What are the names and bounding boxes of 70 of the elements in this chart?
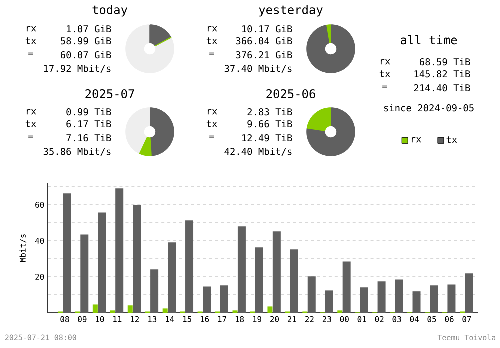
text: 10.17 GiB — [242, 25, 292, 33]
text: tx — [206, 38, 218, 44]
bar — [448, 284, 456, 313]
text: tx — [26, 120, 36, 128]
bar — [186, 220, 194, 313]
bar — [150, 270, 159, 313]
text: 60.07 GiB — [60, 51, 112, 59]
text: tx — [206, 120, 218, 128]
text: rx — [26, 109, 36, 115]
text: = — [382, 86, 388, 89]
bar — [395, 280, 404, 313]
legend-label: tx — [446, 136, 458, 144]
text: = — [210, 136, 214, 139]
bar — [290, 250, 298, 313]
text: 1.07 GiB — [67, 25, 112, 33]
bar — [98, 212, 106, 313]
legend-label: rx — [412, 137, 422, 143]
bar — [220, 286, 228, 313]
bar — [360, 288, 368, 313]
chart-title: 2025-06 — [266, 89, 316, 99]
chart-title: yesterday — [259, 5, 323, 17]
text: 2.83 TiB — [248, 108, 292, 116]
bar — [238, 226, 246, 313]
bar — [268, 306, 273, 313]
bar — [342, 262, 351, 313]
text: 7.16 TiB — [66, 134, 112, 142]
text: 37.40 Mbit/s — [224, 64, 292, 74]
text: rx — [208, 26, 218, 32]
bar — [80, 234, 89, 313]
bar — [272, 232, 281, 313]
text: 145.82 TiB — [414, 70, 470, 78]
bar — [430, 286, 438, 313]
text: 366.04 GiB — [236, 37, 292, 45]
bar — [325, 290, 334, 313]
text: 214.40 TiB — [414, 84, 470, 92]
text: tx — [380, 70, 390, 78]
chart-title: today — [92, 5, 128, 17]
bar — [308, 276, 316, 313]
bar — [162, 308, 168, 313]
text: = — [28, 136, 34, 139]
text: tx — [26, 38, 36, 44]
bar — [133, 205, 142, 313]
text: 58.99 GiB — [61, 37, 112, 45]
text: 35.86 Mbit/s — [44, 148, 111, 156]
text: rx — [380, 59, 390, 65]
text: 9.66 TiB — [248, 120, 292, 128]
text: 12.49 TiB — [242, 134, 292, 142]
bar — [92, 304, 98, 313]
bar — [63, 194, 72, 313]
text: 42.40 Mbit/s — [224, 148, 292, 156]
bar — [255, 248, 264, 313]
text: = — [210, 52, 214, 56]
text: all time — [401, 35, 458, 45]
text: 6.17 TiB — [66, 120, 112, 128]
bar — [168, 242, 176, 313]
text: 17.92 Mbit/s — [44, 64, 111, 74]
chart-title: 2025-07 — [86, 89, 134, 99]
text: 376.21 GiB — [236, 51, 292, 59]
bar — [465, 274, 474, 313]
bar — [128, 306, 133, 313]
text: since 2024-09-05 — [384, 104, 474, 112]
text: 68.59 TiB — [420, 58, 470, 66]
text: rx — [26, 26, 36, 32]
bar — [378, 282, 386, 313]
bar — [412, 292, 421, 313]
text: 0.99 TiB — [66, 108, 112, 116]
text: rx — [208, 109, 218, 115]
bar — [202, 286, 211, 313]
bar — [116, 188, 124, 313]
text: = — [28, 52, 34, 56]
